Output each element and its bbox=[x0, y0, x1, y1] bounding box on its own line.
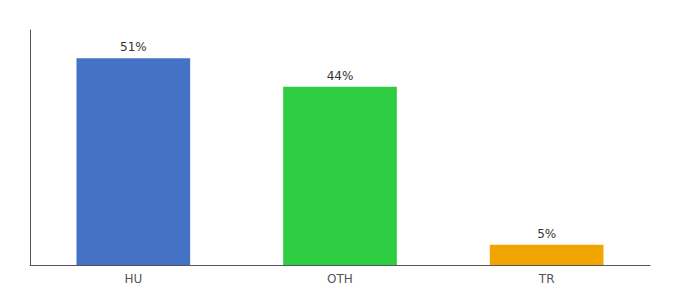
svg-text:HU: HU bbox=[124, 272, 142, 286]
svg-text:51%: 51% bbox=[120, 40, 147, 54]
svg-text:44%: 44% bbox=[327, 69, 354, 83]
svg-text:OTH: OTH bbox=[327, 272, 353, 286]
svg-text:TR: TR bbox=[538, 272, 555, 286]
svg-text:5%: 5% bbox=[537, 227, 556, 241]
